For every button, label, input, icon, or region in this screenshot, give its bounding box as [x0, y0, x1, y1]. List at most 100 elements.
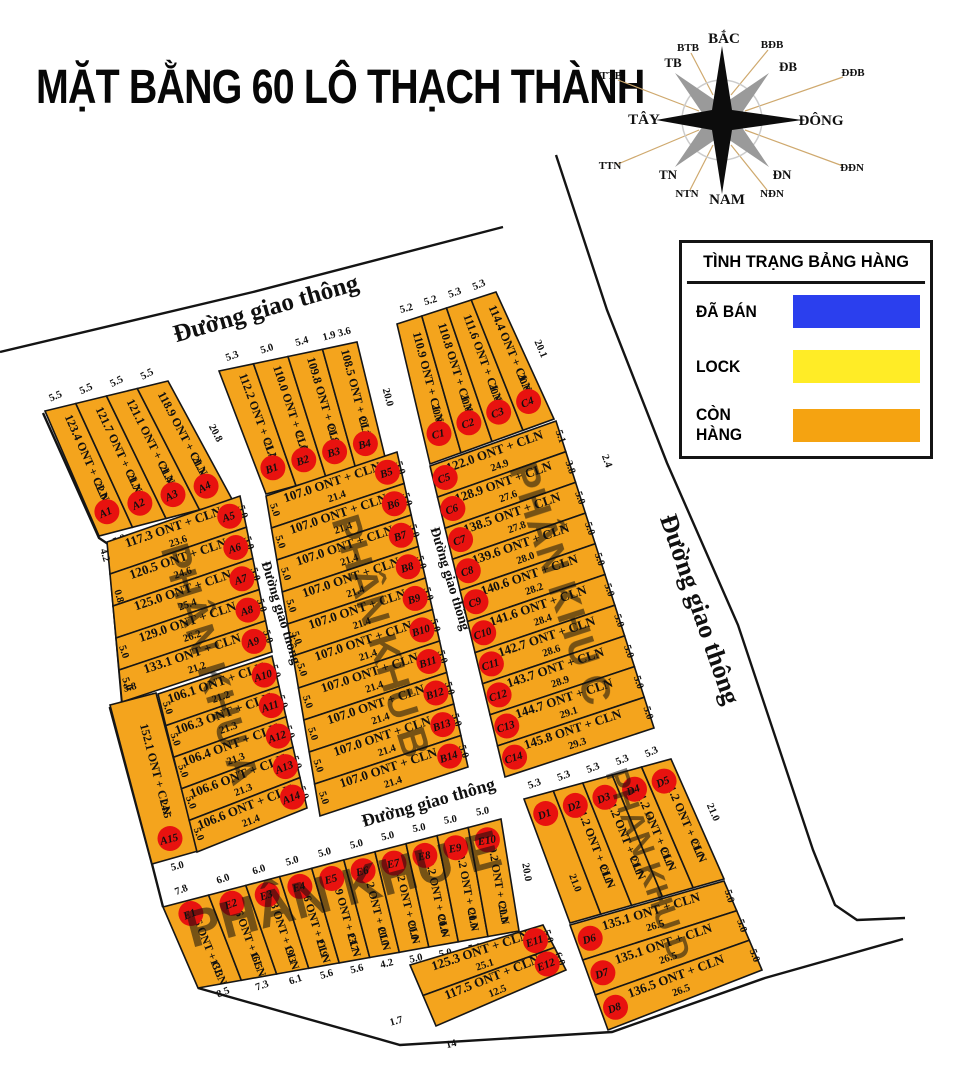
- plot-id-marker: [287, 873, 313, 899]
- plot-id-marker: [157, 826, 183, 851]
- plot-id-marker: [432, 465, 458, 490]
- plot-id-label: D7: [593, 966, 611, 982]
- plot-id-marker: [463, 589, 489, 615]
- plot-id-label: D8: [605, 1000, 623, 1016]
- compass-label-se: ĐN: [773, 167, 792, 182]
- plot-dim: 5.2: [399, 302, 414, 316]
- plot-dim: 21.9: [313, 938, 329, 959]
- plot-id-marker: [374, 459, 400, 485]
- plot-dim: 5.0: [316, 790, 331, 806]
- plot-id-marker: [388, 522, 414, 548]
- plot-shape[interactable]: [313, 734, 469, 818]
- plot-dim: 5.3: [447, 286, 463, 301]
- plot-dim: 5.0: [412, 822, 427, 835]
- plot-dim: 23.7: [344, 932, 360, 953]
- plot-id-label: E8: [416, 849, 433, 864]
- plot-dim: 5.0: [119, 676, 134, 692]
- plot-id-marker: [291, 447, 317, 473]
- plot-dim: 5.0: [170, 860, 185, 874]
- plot-id-label: A8: [238, 603, 255, 619]
- plot-dim: 5.0: [621, 644, 636, 660]
- plot-dim: 5.0: [640, 705, 655, 721]
- plot-id-marker: [590, 960, 616, 986]
- plot-shape[interactable]: [421, 946, 568, 1028]
- plot-dim: 5.0: [284, 854, 300, 868]
- boundary-line: [554, 154, 906, 922]
- plot-dim: 20.0: [380, 387, 395, 408]
- plot-id-marker: [448, 527, 474, 553]
- plot-id-label: B1: [263, 461, 280, 477]
- plot-id-marker: [258, 693, 284, 719]
- plot-dim: 5.5: [108, 374, 125, 390]
- plot-dim: 26.5: [645, 918, 666, 934]
- plot-dim: 5.5: [47, 389, 63, 404]
- plot-id-marker: [478, 651, 504, 677]
- plot-id-label: C3: [490, 405, 507, 421]
- plot-id-marker: [577, 925, 603, 951]
- plot-id-marker: [533, 801, 559, 826]
- plot-shape[interactable]: [594, 939, 764, 1032]
- plot-dim: 5.0: [267, 502, 282, 518]
- plot-dim: 20.0: [429, 403, 444, 424]
- plot-dim: 5.8: [122, 681, 137, 695]
- plot-dim: 7.3: [254, 979, 270, 994]
- legend-label-da-ban: ĐÃ BÁN: [696, 301, 757, 321]
- plot-shape[interactable]: [496, 696, 656, 779]
- plot-dim: 5.3: [527, 777, 543, 792]
- plot-dim: 5.0: [175, 763, 190, 779]
- plot-id-marker: [534, 951, 560, 977]
- plot-id-marker: [523, 928, 548, 954]
- plot-id-marker: [416, 649, 442, 674]
- plot-shape[interactable]: [118, 619, 273, 704]
- plot-id-marker: [430, 712, 456, 738]
- plot-dim: 21.0: [292, 431, 308, 452]
- plot-dim: 20.0: [405, 921, 420, 941]
- plot-id-marker: [241, 628, 267, 654]
- plot-dim: 1.9 3.6: [322, 325, 353, 343]
- plot-dim: 5.6: [349, 962, 365, 976]
- plot-dim: 20.0: [435, 915, 450, 935]
- plot-id-label: A3: [162, 487, 180, 504]
- plot-id-label: C10: [472, 625, 494, 642]
- plot-dim: 20.8: [206, 423, 224, 444]
- plot-id-label: B10: [410, 622, 433, 640]
- plot-id-marker: [381, 491, 407, 517]
- plot-id-marker: [437, 743, 463, 769]
- plot-id-label: B11: [417, 654, 439, 671]
- plot-dim: 5.5: [139, 367, 156, 383]
- plot-id-label: E5: [322, 872, 339, 887]
- plot-id-label: E1: [181, 907, 198, 923]
- plot-dim: 5.6: [319, 968, 335, 982]
- plot-id-marker: [494, 713, 520, 739]
- plot-id-label: B7: [391, 529, 408, 545]
- plot-shape[interactable]: [188, 776, 308, 854]
- plot-dim: 5.0: [572, 490, 587, 506]
- plot-dim: 7.8: [173, 883, 189, 898]
- plot-id-label: A15: [158, 831, 180, 848]
- plot-id-label: C7: [452, 533, 469, 549]
- plot-id-marker: [217, 503, 243, 529]
- plot-id-label: D5: [653, 774, 671, 791]
- plot-id-label: A5: [220, 509, 237, 525]
- plot-dim: 5.1: [553, 429, 568, 445]
- plot-dim: 5.0: [167, 732, 182, 748]
- plot-dim: 24.5: [157, 799, 172, 820]
- plot-id-marker: [160, 482, 186, 508]
- plot-id-label: D4: [624, 782, 642, 799]
- compass-label-north: BẮC: [708, 30, 740, 47]
- plot-id-label: D3: [594, 790, 612, 807]
- plot-id-marker: [592, 784, 618, 810]
- compass-label-wnw: TTB: [600, 70, 623, 82]
- plot-id-label: C5: [436, 471, 453, 487]
- plot-dim: 21.0: [704, 802, 721, 823]
- plot-id-marker: [229, 566, 255, 592]
